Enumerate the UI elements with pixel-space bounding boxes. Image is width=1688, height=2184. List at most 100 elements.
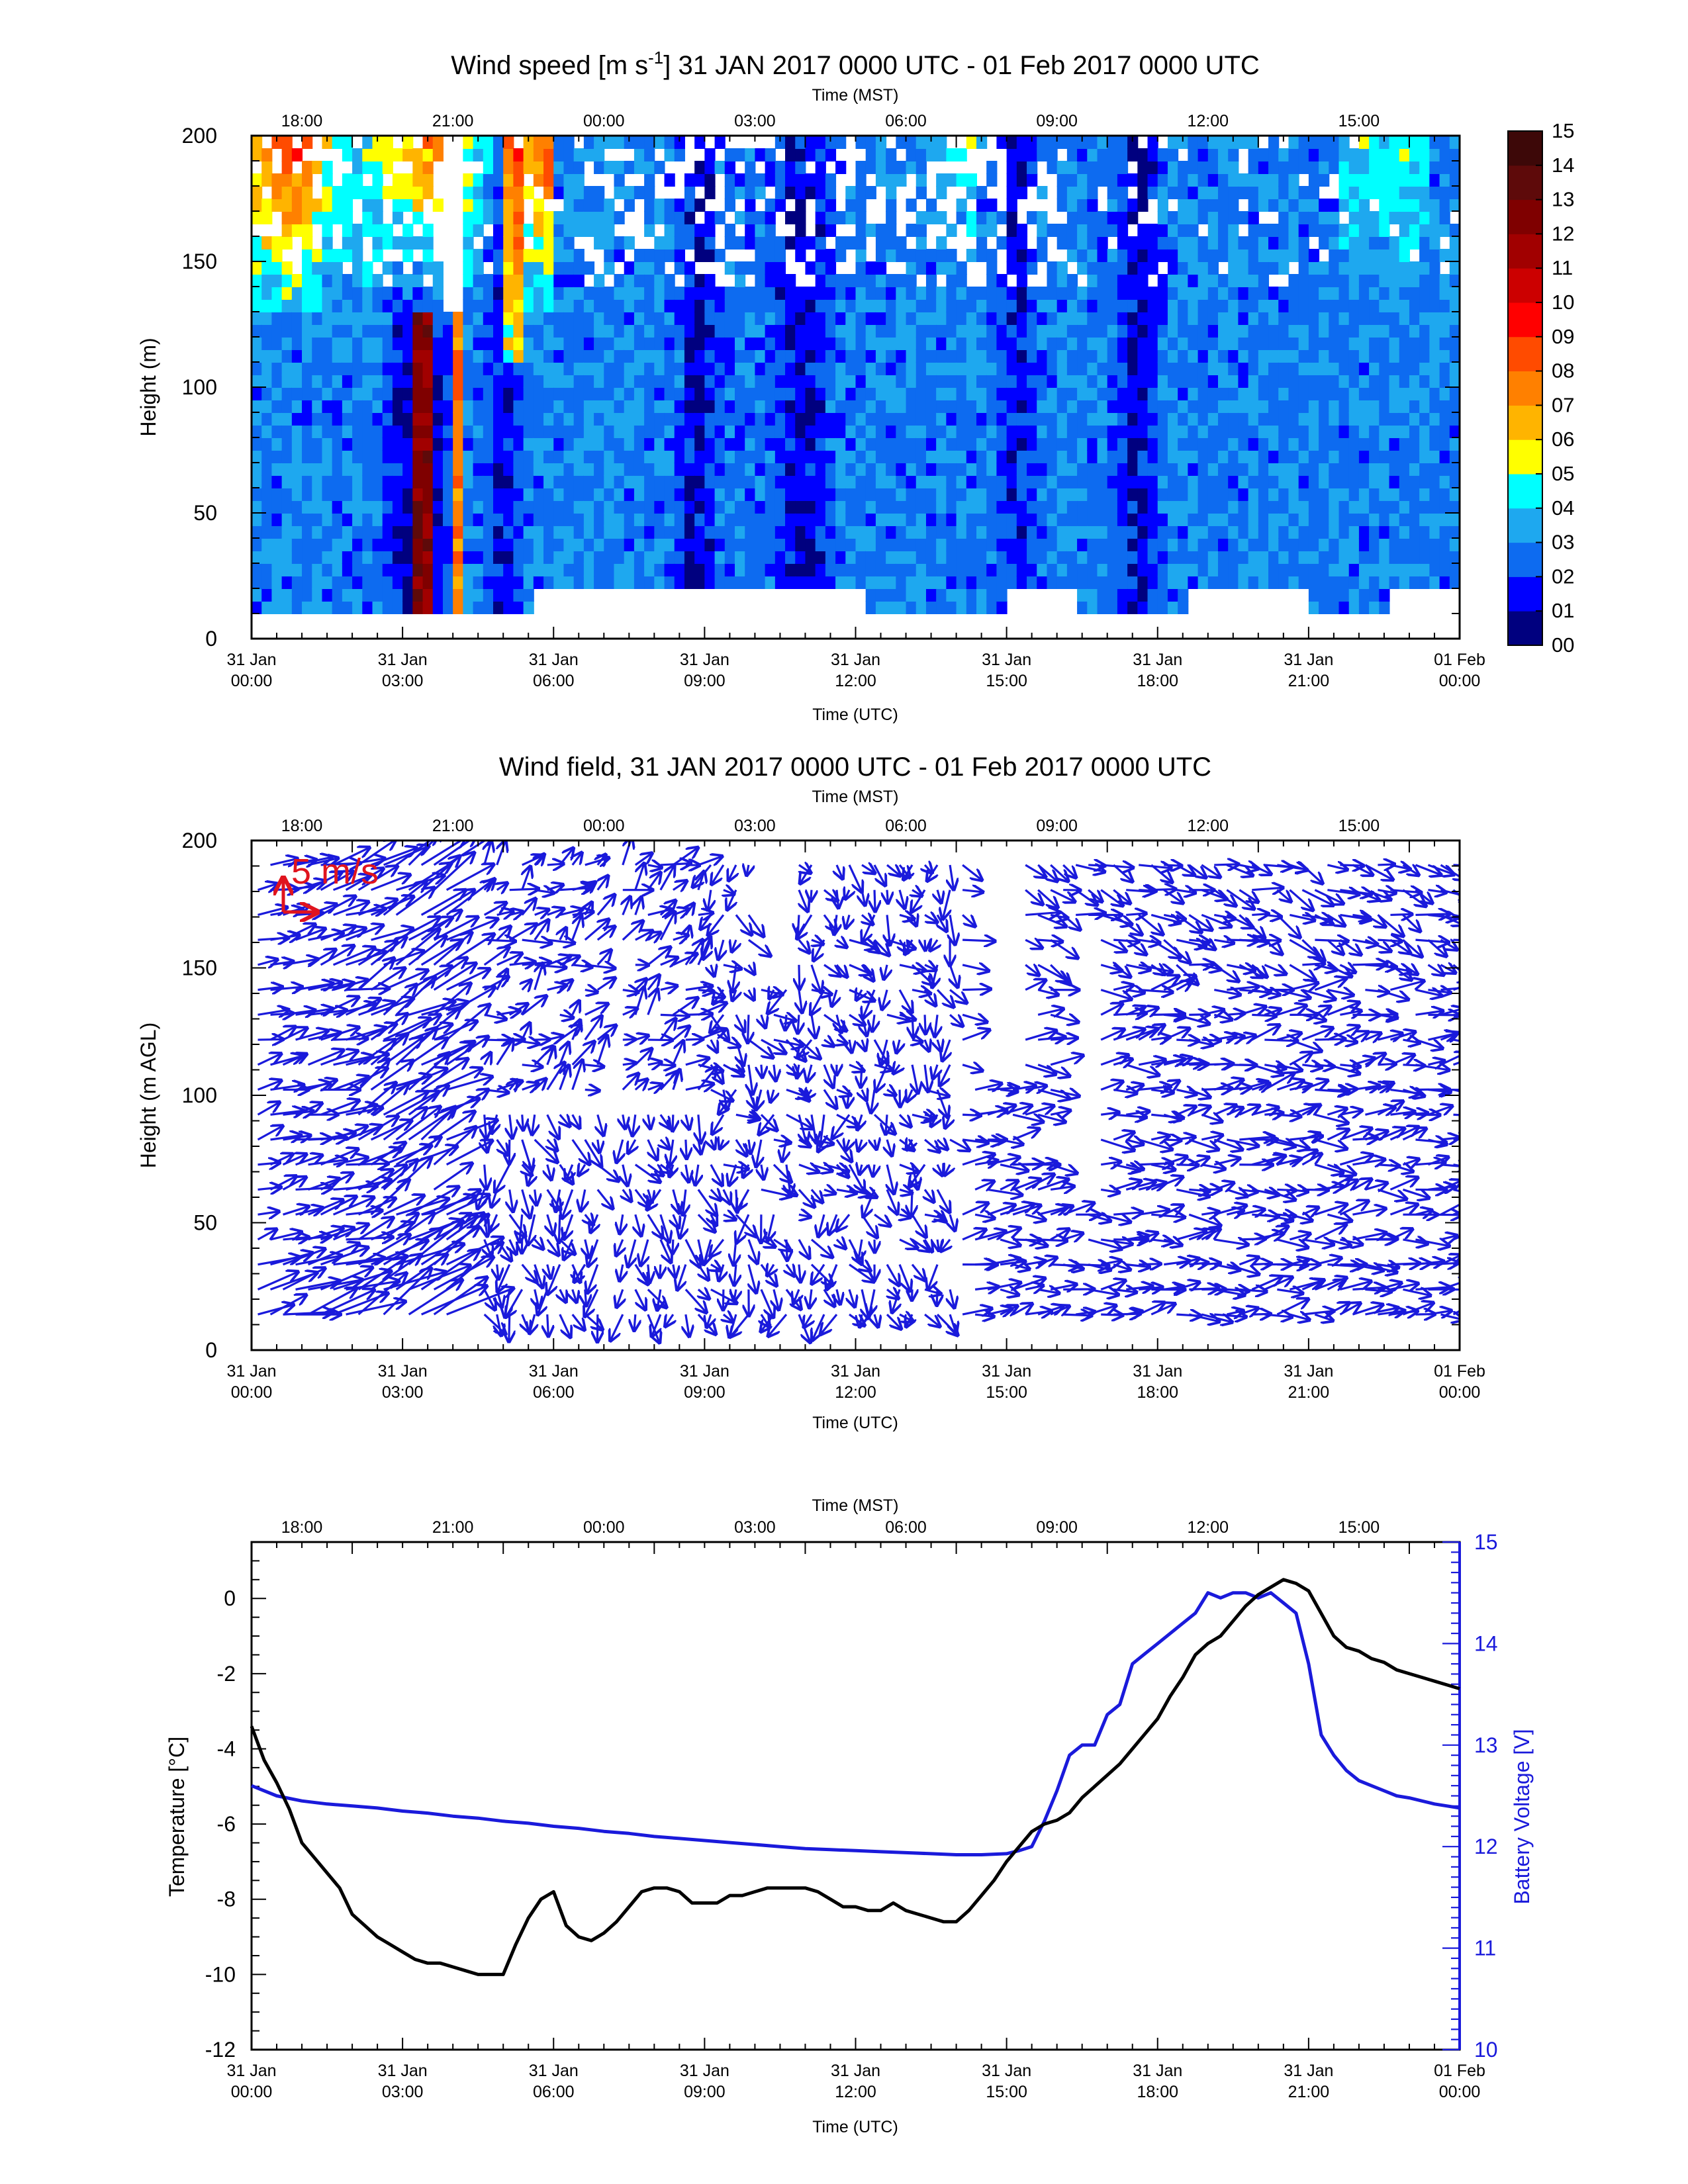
wind-speed-cell bbox=[1056, 224, 1068, 237]
wind-vector bbox=[647, 865, 661, 868]
wind-speed-cell bbox=[523, 274, 534, 287]
wind-speed-cell bbox=[291, 211, 303, 224]
wind-speed-cell bbox=[774, 450, 786, 463]
wind-speed-cell bbox=[322, 274, 333, 287]
wind-speed-cell bbox=[1047, 437, 1058, 451]
wind-speed-cell bbox=[342, 349, 353, 363]
wind-speed-cell bbox=[785, 349, 796, 363]
wind-speed-cell bbox=[281, 173, 293, 187]
wind-speed-cell bbox=[1047, 400, 1058, 413]
wind-speed-cell bbox=[1358, 249, 1370, 262]
wind-speed-cell bbox=[805, 576, 816, 589]
wind-speed-cell bbox=[573, 488, 585, 501]
wind-vector bbox=[295, 1208, 322, 1214]
wind-speed-cell bbox=[442, 538, 454, 551]
wind-speed-cell bbox=[684, 400, 696, 413]
wind-speed-cell bbox=[583, 463, 595, 476]
wind-speed-cell bbox=[594, 375, 605, 388]
wind-vector bbox=[446, 1120, 497, 1141]
wind-speed-cell bbox=[1369, 274, 1380, 287]
wind-speed-cell bbox=[1037, 500, 1048, 514]
wind-speed-cell bbox=[865, 324, 876, 338]
wind-vector bbox=[571, 1314, 585, 1330]
wind-speed-cell bbox=[996, 488, 1008, 501]
wind-speed-cell bbox=[805, 551, 816, 564]
wind-speed-cell bbox=[1218, 463, 1229, 476]
wind-speed-cell bbox=[1097, 375, 1108, 388]
wind-speed-cell bbox=[503, 475, 514, 488]
wind-speed-cell bbox=[865, 224, 876, 237]
wind-speed-cell bbox=[573, 551, 585, 564]
wind-speed-cell bbox=[1188, 551, 1199, 564]
wind-speed-cell bbox=[815, 362, 826, 375]
wind-speed-cell bbox=[422, 475, 434, 488]
wind-speed-cell bbox=[1268, 362, 1280, 375]
wind-speed-cell bbox=[1248, 224, 1259, 237]
wind-speed-cell bbox=[1278, 500, 1289, 514]
wind-speed-cell bbox=[925, 463, 937, 476]
wind-speed-cell bbox=[1399, 337, 1410, 350]
wind-speed-cell bbox=[1348, 425, 1360, 438]
wind-vector bbox=[660, 958, 677, 965]
wind-speed-cell bbox=[694, 387, 706, 400]
wind-speed-cell bbox=[1439, 500, 1450, 514]
wind-speed-cell bbox=[1348, 375, 1360, 388]
wind-speed-cell bbox=[332, 450, 343, 463]
wind-speed-cell bbox=[1238, 412, 1249, 426]
wind-speed-cell bbox=[815, 475, 826, 488]
wind-speed-cell bbox=[463, 224, 474, 237]
wind-speed-cell bbox=[956, 274, 967, 287]
wind-speed-cell bbox=[1369, 425, 1380, 438]
wind-speed-cell bbox=[1419, 349, 1430, 363]
wind-speed-cell bbox=[654, 425, 665, 438]
wind-speed-cell bbox=[1157, 488, 1168, 501]
wind-speed-cell bbox=[1439, 299, 1450, 312]
wind-vector bbox=[660, 1065, 674, 1066]
wind-speed-cell bbox=[915, 601, 927, 614]
wind-speed-cell bbox=[1228, 551, 1239, 564]
wind-speed-cell bbox=[513, 601, 524, 614]
wind-speed-cell bbox=[1137, 576, 1149, 589]
wind-speed-cell bbox=[1127, 324, 1139, 338]
wind-speed-cell bbox=[785, 299, 796, 312]
wind-speed-cell bbox=[291, 387, 303, 400]
x-tick-label-time: 03:00 bbox=[382, 672, 424, 690]
wind-speed-cell bbox=[664, 387, 675, 400]
wind-speed-cell bbox=[1319, 299, 1330, 312]
wind-speed-cell bbox=[1358, 525, 1370, 539]
wind-speed-cell bbox=[1238, 211, 1249, 224]
wind-speed-cell bbox=[1167, 551, 1179, 564]
wind-speed-cell bbox=[633, 362, 645, 375]
wind-speed-cell bbox=[1087, 538, 1098, 551]
wind-speed-cell bbox=[986, 463, 998, 476]
wind-speed-cell bbox=[1117, 551, 1129, 564]
wind-speed-cell bbox=[1047, 136, 1058, 149]
wind-speed-cell bbox=[1228, 387, 1239, 400]
wind-speed-cell bbox=[291, 463, 303, 476]
wind-speed-cell bbox=[1107, 324, 1118, 338]
wind-speed-cell bbox=[1107, 463, 1118, 476]
wind-vector bbox=[345, 1126, 381, 1141]
wind-vector bbox=[370, 1034, 407, 1066]
wind-vector bbox=[258, 1305, 293, 1316]
wind-vector bbox=[333, 1077, 368, 1091]
wind-speed-cell bbox=[1228, 513, 1239, 526]
wind-speed-cell bbox=[1228, 299, 1239, 312]
wind-speed-cell bbox=[1127, 551, 1139, 564]
wind-speed-cell bbox=[382, 576, 393, 589]
wind-speed-cell bbox=[845, 186, 857, 199]
wind-speed-cell bbox=[533, 287, 545, 300]
wind-speed-cell bbox=[513, 362, 524, 375]
wind-speed-cell bbox=[835, 563, 847, 576]
wind-speed-cell bbox=[1157, 525, 1168, 539]
wind-speed-cell bbox=[925, 513, 937, 526]
wind-speed-cell bbox=[1066, 513, 1078, 526]
wind-speed-cell bbox=[664, 400, 675, 413]
wind-speed-cell bbox=[1127, 576, 1139, 589]
wind-speed-cell bbox=[291, 513, 303, 526]
wind-speed-cell bbox=[906, 199, 917, 212]
wind-speed-cell bbox=[1308, 551, 1320, 564]
wind-speed-cell bbox=[412, 186, 424, 199]
wind-speed-cell bbox=[644, 224, 655, 237]
wind-speed-cell bbox=[1157, 161, 1168, 174]
